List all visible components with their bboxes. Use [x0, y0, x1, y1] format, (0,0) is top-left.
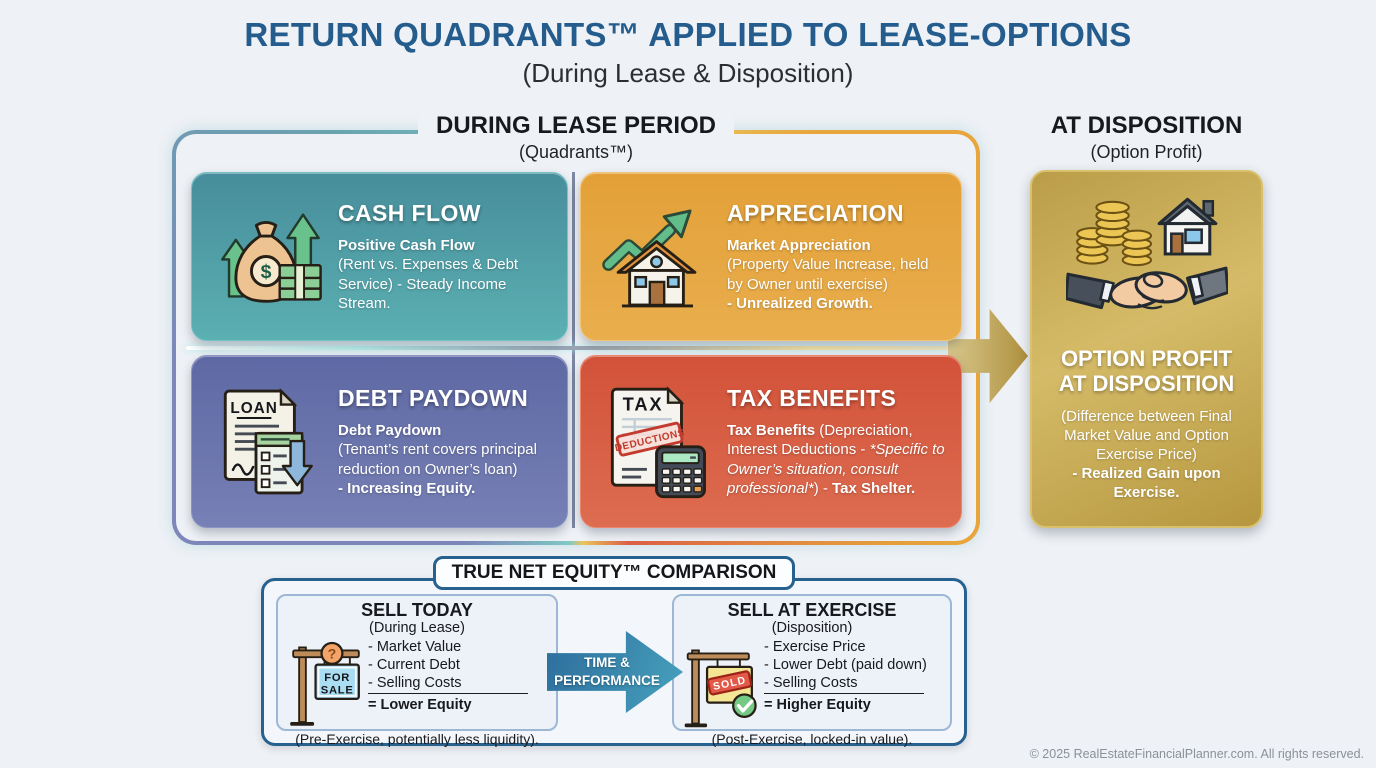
quadrant-debt-paydown-text: DEBT PAYDOWN Debt Paydown (Tenant’s rent…: [334, 385, 551, 499]
for-sale-sign-icon: FOR SALE ?: [284, 637, 368, 731]
quadrant-title: DEBT PAYDOWN: [338, 384, 529, 411]
quadrant-appreciation-text: APPRECIATION Market Appreciation (Proper…: [723, 200, 945, 314]
copyright-footer: © 2025 RealEstateFinancialPlanner.com. A…: [1029, 747, 1364, 761]
option-profit-body: (Difference between Final Market Value a…: [1061, 407, 1232, 463]
list-item: - Selling Costs: [368, 675, 462, 692]
quadrant-tax-benefits: TAX DEDUCTIONS TAX BENEFITS: [580, 355, 962, 528]
svg-text:SALE: SALE: [321, 685, 354, 697]
quadrant-divider-horizontal: [186, 346, 966, 350]
money-bag-growth-icon: $: [202, 201, 334, 313]
quadrant-title: APPRECIATION: [727, 199, 904, 226]
sell-at-exercise-subtitle: (Disposition): [771, 620, 853, 637]
sell-today-caption: (Pre-Exercise, potentially less liquidit…: [295, 730, 539, 747]
sum-rule: [764, 693, 924, 695]
time-performance-label: TIME & PERFORMANCE: [554, 654, 660, 688]
quadrant-body: Tax Benefits (Depreciation, Interest Ded…: [727, 421, 945, 498]
sell-today-subtitle: (During Lease): [369, 620, 465, 637]
loan-document-paydown-icon: LOAN: [202, 385, 334, 499]
page-subtitle: (During Lease & Disposition): [522, 58, 854, 88]
sell-today-result: = Lower Equity: [368, 697, 472, 714]
quadrant-appreciation: APPRECIATION Market Appreciation (Proper…: [580, 172, 962, 341]
lease-period-title: DURING LEASE PERIOD: [417, 112, 735, 140]
list-item: - Current Debt: [368, 656, 460, 673]
list-item: - Market Value: [368, 638, 462, 655]
quadrant-tail: - Increasing Equity.: [338, 480, 476, 497]
handshake-house-coins-icon: [1047, 184, 1246, 332]
sell-at-exercise-list: - Exercise Price - Lower Debt (paid down…: [764, 637, 944, 731]
sold-sign-icon: SOLD: [680, 637, 764, 731]
option-profit-card: OPTION PROFIT AT DISPOSITION (Difference…: [1030, 170, 1263, 528]
list-item: - Exercise Price: [764, 638, 866, 655]
quadrant-title: TAX BENEFITS: [727, 384, 897, 411]
quadrant-body: (Tenant’s rent covers principal reductio…: [338, 441, 537, 478]
quadrant-debt-paydown: LOAN DEBT PAYDOWN Debt Paydown (Tenant’s…: [191, 355, 568, 528]
option-profit-title: OPTION PROFIT AT DISPOSITION: [1058, 346, 1235, 397]
quadrant-lead: Positive Cash Flow: [338, 236, 475, 254]
disposition-subtitle: (Option Profit): [1090, 142, 1203, 162]
sell-today-box: SELL TODAY (During Lease) FOR SALE ? - M…: [276, 594, 558, 747]
tax-deductions-calculator-icon: TAX DEDUCTIONS: [591, 385, 723, 499]
svg-text:$: $: [261, 260, 272, 282]
svg-text:FOR: FOR: [324, 672, 350, 684]
page-title: RETURN QUADRANTS™ APPLIED TO LEASE-OPTIO…: [244, 16, 1132, 53]
list-item: - Lower Debt (paid down): [764, 656, 927, 673]
quadrant-body: (Property Value Increase, held by Owner …: [727, 256, 929, 293]
sell-at-exercise-box: SELL AT EXERCISE (Disposition) SOLD - Ex…: [672, 594, 952, 747]
sum-rule: [368, 693, 528, 695]
true-net-equity-header: TRUE NET EQUITY™ COMPARISON: [261, 556, 967, 590]
option-profit-tail: - Realized Gain upon Exercise.: [1072, 465, 1221, 502]
quadrant-cash-flow: $ CASH FLOW Positive Cash Flow (Rent vs.…: [191, 172, 568, 341]
disposition-title: AT DISPOSITION: [1050, 112, 1243, 139]
list-item: - Selling Costs: [764, 675, 858, 692]
quadrant-lead: Market Appreciation: [727, 236, 871, 254]
quadrant-title: CASH FLOW: [338, 199, 481, 226]
sell-at-exercise-caption: (Post-Exercise, locked-in value).: [711, 730, 913, 747]
quadrant-tax-benefits-text: TAX BENEFITS Tax Benefits (Depreciation,…: [723, 385, 945, 499]
house-growth-chart-icon: [591, 203, 723, 311]
sell-today-list: - Market Value - Current Debt - Selling …: [368, 637, 550, 731]
svg-text:TAX: TAX: [623, 393, 664, 414]
true-net-equity-title: TRUE NET EQUITY™ COMPARISON: [432, 556, 796, 590]
svg-text:?: ?: [328, 646, 337, 662]
sell-at-exercise-title: SELL AT EXERCISE: [727, 600, 897, 620]
quadrant-lead: Debt Paydown: [338, 421, 442, 439]
quadrant-tail: - Unrealized Growth.: [727, 295, 873, 312]
sell-today-title: SELL TODAY: [361, 600, 473, 620]
quadrant-divider-vertical: [572, 172, 575, 528]
svg-text:LOAN: LOAN: [230, 400, 277, 417]
quadrant-cash-flow-text: CASH FLOW Positive Cash Flow (Rent vs. E…: [334, 200, 551, 314]
quadrant-body: (Rent vs. Expenses & Debt Service) - Ste…: [338, 256, 519, 312]
lease-period-header: DURING LEASE PERIOD: [172, 112, 980, 140]
lease-period-subtitle: (Quadrants™): [518, 142, 634, 162]
sell-at-exercise-result: = Higher Equity: [764, 697, 871, 714]
